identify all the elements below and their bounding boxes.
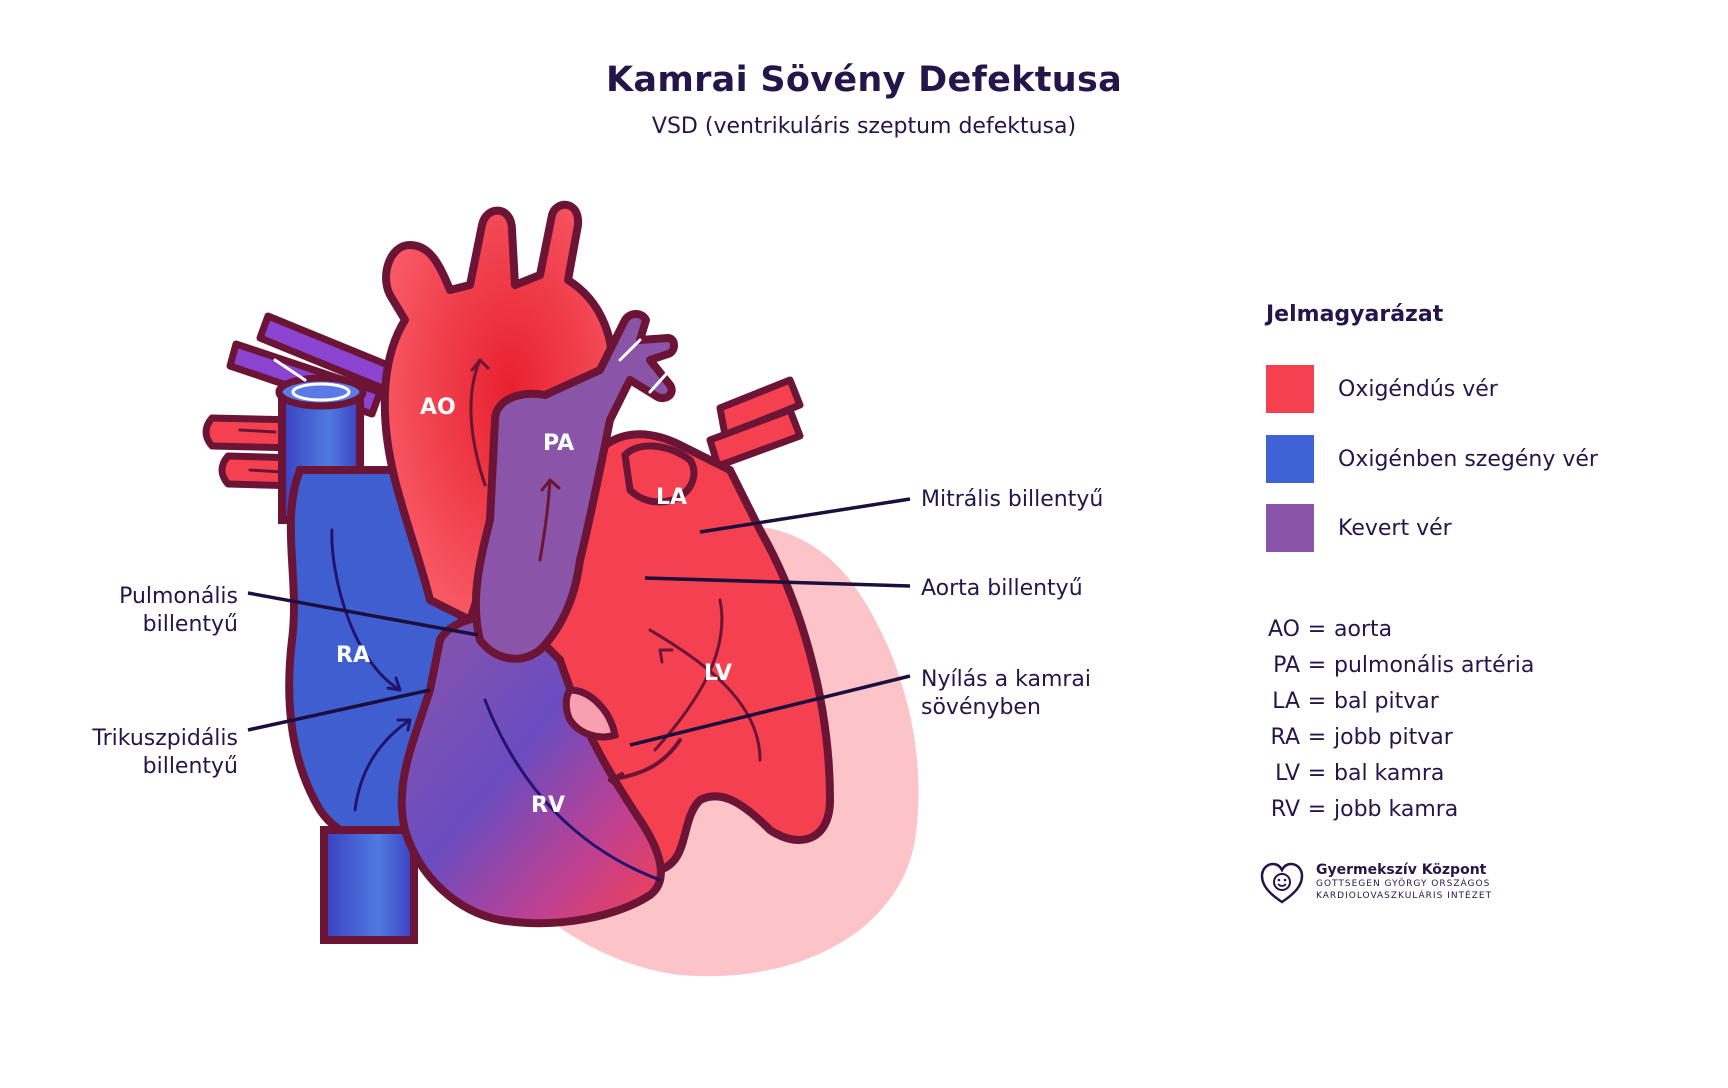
logo-subtitle-line1: GOTTSEGEN GYÖRGY ORSZÁGOS	[1316, 879, 1491, 889]
abbr-key: LA	[1272, 688, 1300, 714]
abbreviation-row: LV = bal kamra	[1258, 758, 1444, 788]
abbr-equals: =	[1307, 616, 1327, 642]
abbr-value: jobb kamra	[1334, 796, 1459, 822]
legend-item-oxygenated: Oxigéndús vér	[1266, 365, 1498, 413]
abbreviation-row: PA = pulmonális artéria	[1258, 650, 1534, 680]
pulmonary-artery	[471, 310, 678, 663]
vena-cava-opening	[275, 374, 367, 410]
right-vessels	[706, 376, 804, 470]
inferior-vena-cava	[320, 826, 418, 944]
abbreviation-row: RA = jobb pitvar	[1258, 722, 1453, 752]
abbr-value: aorta	[1334, 616, 1393, 642]
logo-name: Gyermekszív Központ	[1316, 862, 1487, 878]
legend-swatch-oxygenated	[1266, 365, 1314, 413]
callout-pulmonary-line2: billentyű	[142, 612, 238, 637]
legend-swatch-deoxygenated	[1266, 435, 1314, 483]
abbreviation-row: RV = jobb kamra	[1258, 794, 1458, 824]
chamber-label-ra: RA	[336, 643, 370, 668]
abbr-key: PA	[1273, 652, 1300, 678]
abbr-key: AO	[1268, 616, 1300, 642]
tricuspid-callout-line	[247, 688, 431, 732]
legend-swatch-mixed	[1266, 504, 1314, 552]
callout-mitral-valve: Mitrális billentyű	[921, 487, 1104, 512]
legend-item-deoxygenated: Oxigénben szegény vér	[1266, 435, 1598, 483]
vsd-callout-line	[629, 674, 911, 747]
legend-label-deoxygenated: Oxigénben szegény vér	[1338, 446, 1598, 472]
abbr-key: LV	[1275, 760, 1300, 786]
callout-tricuspid-line1: Trikuszpidális	[92, 726, 238, 751]
abbr-equals: =	[1307, 760, 1327, 786]
abbr-equals: =	[1307, 688, 1327, 714]
chamber-label-la: LA	[656, 485, 687, 510]
page-title: Kamrai Sövény Defektusa	[605, 60, 1123, 100]
abbreviation-row: AO = aorta	[1258, 614, 1392, 644]
legend-item-mixed: Kevert vér	[1266, 504, 1452, 552]
chamber-label-ao: AO	[420, 395, 456, 420]
aortic-callout-line	[644, 576, 911, 588]
abbr-equals: =	[1307, 652, 1327, 678]
left-atrium	[621, 442, 698, 506]
legend-title: Jelmagyarázat	[1266, 302, 1444, 327]
pulmonary-callout-line	[247, 591, 479, 637]
abbreviation-row: LA = bal pitvar	[1258, 686, 1439, 716]
chamber-label-rv: RV	[531, 793, 565, 818]
abbr-equals: =	[1307, 724, 1327, 750]
abbr-equals: =	[1307, 796, 1327, 822]
page-subtitle: VSD (ventrikuláris szeptum defektusa)	[651, 114, 1077, 139]
chamber-label-lv: LV	[704, 661, 732, 686]
heart-smiley-icon	[1260, 862, 1304, 904]
abbr-value: jobb pitvar	[1334, 724, 1453, 750]
callout-vsd: Nyílás a kamrai sövényben	[921, 666, 1091, 722]
mitral-callout-line	[699, 497, 911, 534]
chamber-label-pa: PA	[543, 431, 574, 456]
abbr-key: RA	[1270, 724, 1300, 750]
abbr-key: RV	[1270, 796, 1300, 822]
legend-label-mixed: Kevert vér	[1338, 515, 1452, 541]
callout-tricuspid-valve: Trikuszpidális billentyű	[60, 725, 238, 781]
callout-pulmonary-line1: Pulmonális	[119, 584, 238, 609]
callout-pulmonary-valve: Pulmonális billentyű	[80, 583, 238, 639]
callout-aortic-valve: Aorta billentyű	[921, 576, 1083, 601]
logo: Gyermekszív Központ GOTTSEGEN GYÖRGY ORS…	[1256, 856, 1492, 908]
septum-opening	[562, 686, 620, 741]
legend-label-oxygenated: Oxigéndús vér	[1338, 376, 1498, 402]
callout-tricuspid-line2: billentyű	[142, 754, 238, 779]
abbr-value: pulmonális artéria	[1334, 652, 1535, 678]
abbr-value: bal pitvar	[1334, 688, 1439, 714]
logo-subtitle-line2: KARDIOLOVASZKULÁRIS INTÉZET	[1316, 891, 1493, 901]
callout-vsd-line2: sövényben	[921, 695, 1041, 720]
abbr-value: bal kamra	[1334, 760, 1445, 786]
flow-arrows	[238, 338, 762, 882]
callout-vsd-line1: Nyílás a kamrai	[921, 667, 1092, 692]
callout-lines	[247, 497, 911, 747]
